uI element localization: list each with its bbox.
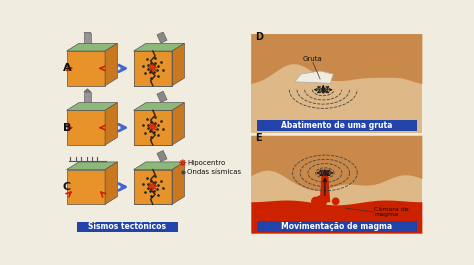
Bar (85, 35, 86, 36)
FancyBboxPatch shape (257, 221, 417, 232)
Polygon shape (66, 51, 105, 86)
Polygon shape (172, 103, 184, 145)
Polygon shape (105, 43, 118, 86)
Text: Gruta: Gruta (303, 56, 323, 62)
Polygon shape (319, 173, 330, 202)
Polygon shape (172, 43, 184, 86)
Polygon shape (84, 29, 91, 33)
Text: Câmara de
magma: Câmara de magma (374, 207, 409, 217)
Bar (89, 94, 90, 96)
Bar (89, 97, 90, 98)
Bar (85, 94, 86, 96)
Polygon shape (153, 110, 172, 145)
Bar (89, 100, 90, 101)
Polygon shape (105, 103, 118, 145)
Polygon shape (66, 162, 118, 170)
Text: Movimentação de magma: Movimentação de magma (281, 222, 392, 231)
Polygon shape (251, 136, 422, 233)
Circle shape (311, 197, 320, 206)
Polygon shape (251, 34, 422, 134)
Bar (85, 97, 86, 98)
Polygon shape (84, 92, 91, 102)
Polygon shape (172, 162, 184, 204)
Polygon shape (251, 34, 422, 84)
Polygon shape (134, 162, 184, 170)
Polygon shape (295, 71, 333, 83)
Circle shape (315, 195, 327, 207)
Polygon shape (66, 110, 105, 145)
Text: D: D (255, 32, 263, 42)
Polygon shape (105, 162, 118, 204)
Polygon shape (134, 51, 153, 86)
Polygon shape (66, 103, 118, 110)
Polygon shape (148, 63, 157, 72)
Bar (85, 100, 86, 101)
Polygon shape (84, 33, 91, 43)
Polygon shape (134, 170, 153, 204)
Text: C: C (63, 182, 71, 192)
Bar (89, 35, 90, 36)
Polygon shape (134, 103, 184, 110)
Polygon shape (66, 43, 118, 51)
Polygon shape (84, 89, 91, 92)
Polygon shape (134, 43, 184, 51)
Text: Abatimento de uma gruta: Abatimento de uma gruta (281, 121, 392, 130)
Polygon shape (321, 170, 329, 187)
Bar (89, 41, 90, 42)
Text: B: B (63, 123, 71, 133)
Bar (85, 38, 86, 39)
Bar (89, 38, 90, 39)
Polygon shape (134, 110, 153, 145)
Bar (85, 41, 86, 42)
Circle shape (332, 197, 339, 205)
Text: Ondas sísmicas: Ondas sísmicas (188, 169, 242, 175)
FancyBboxPatch shape (257, 120, 417, 131)
Text: Hipocentro: Hipocentro (188, 160, 226, 166)
Text: A: A (63, 63, 72, 73)
Polygon shape (251, 201, 422, 233)
Polygon shape (157, 91, 167, 103)
Polygon shape (148, 182, 157, 191)
Polygon shape (153, 51, 172, 86)
Polygon shape (251, 136, 422, 191)
Text: E: E (255, 133, 262, 143)
Text: Sismos tectónicos: Sismos tectónicos (89, 223, 166, 232)
Polygon shape (179, 159, 186, 166)
Polygon shape (157, 151, 167, 162)
Polygon shape (66, 170, 105, 204)
Polygon shape (153, 170, 172, 204)
Polygon shape (148, 122, 157, 132)
Polygon shape (157, 32, 167, 43)
FancyBboxPatch shape (77, 222, 178, 232)
